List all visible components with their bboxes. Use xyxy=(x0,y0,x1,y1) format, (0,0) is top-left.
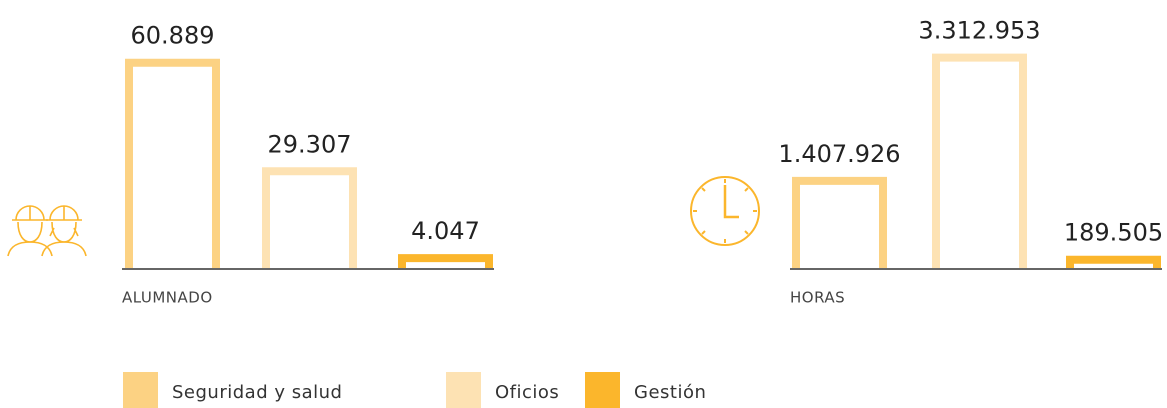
clock-icon xyxy=(690,176,760,246)
bar xyxy=(1066,255,1161,268)
bar xyxy=(792,176,887,268)
value-label: 29.307 xyxy=(268,130,352,158)
value-label: 60.889 xyxy=(131,22,215,50)
legend-label: Gestión xyxy=(634,382,706,403)
bar xyxy=(262,167,357,268)
legend-label: Seguridad y salud xyxy=(172,382,342,403)
value-label: 3.312.953 xyxy=(918,17,1040,45)
axis-label: HORAS xyxy=(790,289,845,307)
value-label: 189.505 xyxy=(1064,219,1163,247)
workers-icon xyxy=(7,205,87,257)
legend-label: Oficios xyxy=(495,382,559,403)
value-label: 1.407.926 xyxy=(778,140,900,168)
axis-label: ALUMNADO xyxy=(122,289,213,307)
legend-swatch xyxy=(585,372,620,408)
legend-swatch xyxy=(446,372,481,408)
bar xyxy=(932,53,1027,268)
bar xyxy=(125,58,220,268)
legend-swatch xyxy=(123,372,158,408)
value-label: 4.047 xyxy=(411,217,480,245)
bar xyxy=(398,254,493,268)
